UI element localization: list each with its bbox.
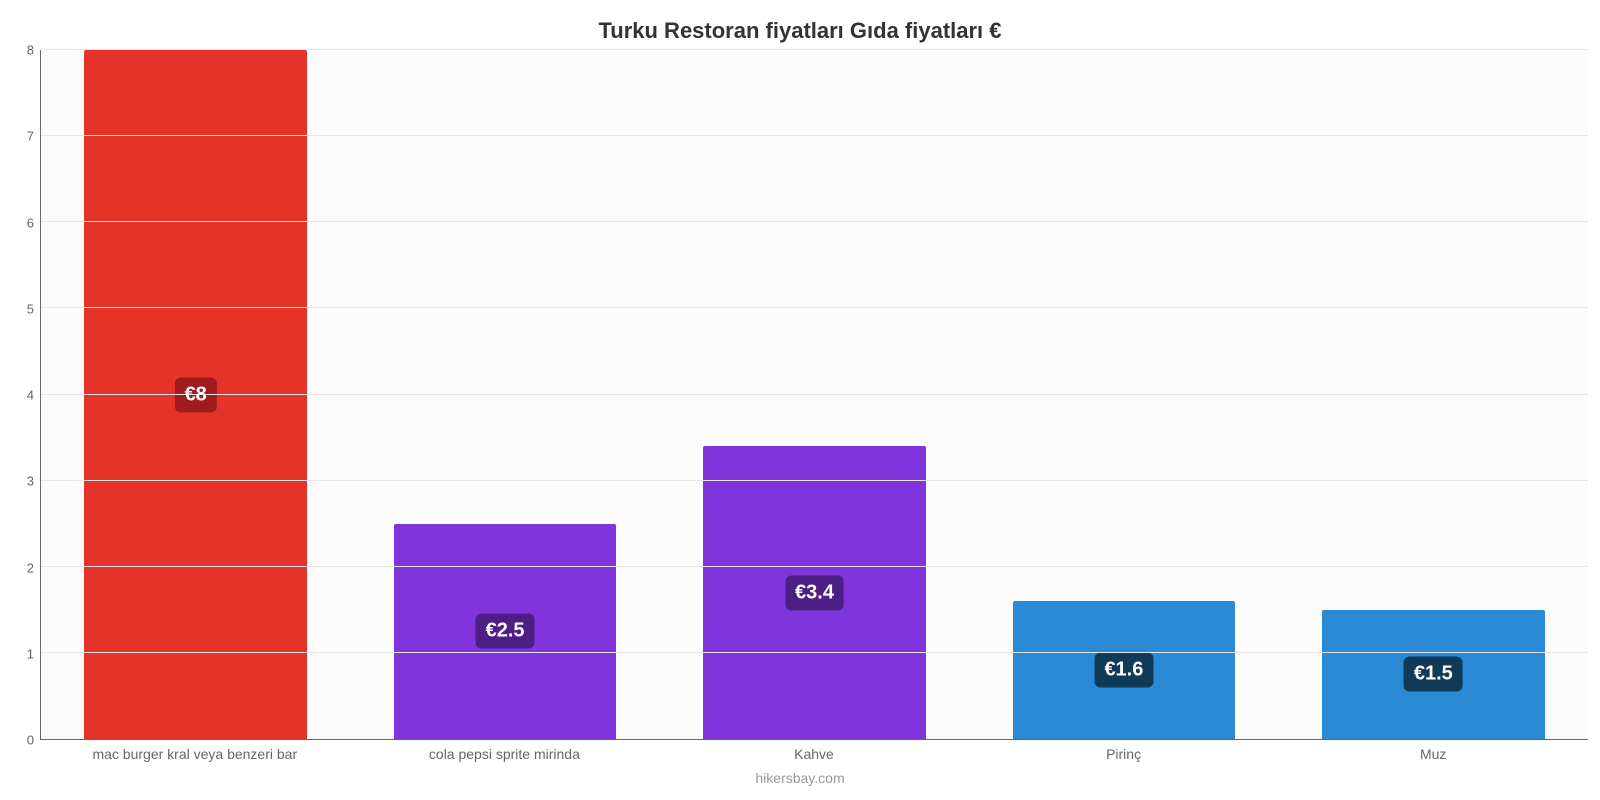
- price-bar-chart: Turku Restoran fiyatları Gıda fiyatları …: [0, 0, 1600, 800]
- y-tick-label: 0: [27, 733, 34, 748]
- x-axis-label: mac burger kral veya benzeri bar: [40, 740, 350, 762]
- y-tick-label: 7: [27, 129, 34, 144]
- x-axis-row: mac burger kral veya benzeri barcola pep…: [0, 740, 1600, 762]
- x-axis-label: Kahve: [659, 740, 969, 762]
- chart-title: Turku Restoran fiyatları Gıda fiyatları …: [0, 0, 1600, 50]
- value-badge: €2.5: [476, 614, 535, 649]
- bar: €3.4: [703, 446, 926, 739]
- grid-line: [41, 566, 1588, 567]
- chart-footer: hikersbay.com: [0, 762, 1600, 800]
- value-badge: €1.5: [1404, 657, 1463, 692]
- y-tick-label: 5: [27, 301, 34, 316]
- grid-line: [41, 480, 1588, 481]
- bar-slot: €3.4: [660, 50, 969, 739]
- y-tick-label: 1: [27, 646, 34, 661]
- bar: €2.5: [394, 524, 617, 739]
- x-axis-label: Muz: [1278, 740, 1588, 762]
- grid-line: [41, 394, 1588, 395]
- bar: €8: [84, 50, 307, 739]
- y-tick-label: 2: [27, 560, 34, 575]
- x-axis-spacer: [0, 740, 40, 762]
- value-badge: €1.6: [1094, 653, 1153, 688]
- y-tick-label: 6: [27, 215, 34, 230]
- bar-slot: €1.6: [969, 50, 1278, 739]
- value-badge: €8: [175, 377, 217, 412]
- grid-line: [41, 652, 1588, 653]
- bars-container: €8 €2.5 €3.4 €1.6 €1.5: [41, 50, 1588, 739]
- x-axis-label: cola pepsi sprite mirinda: [350, 740, 660, 762]
- grid-line: [41, 135, 1588, 136]
- plot-row: 012345678 €8€2.5€3.4€1.6€1.5: [0, 50, 1600, 740]
- bar-slot: €8: [41, 50, 350, 739]
- value-badge: €3.4: [785, 575, 844, 610]
- y-tick-label: 3: [27, 474, 34, 489]
- grid-line: [41, 49, 1588, 50]
- x-labels: mac burger kral veya benzeri barcola pep…: [40, 740, 1588, 762]
- grid-line: [41, 307, 1588, 308]
- grid-line: [41, 221, 1588, 222]
- y-axis: 012345678: [0, 50, 40, 740]
- plot-area: €8 €2.5 €3.4 €1.6 €1.5: [40, 50, 1588, 740]
- bar: €1.5: [1322, 610, 1545, 739]
- bar-slot: €1.5: [1279, 50, 1588, 739]
- y-tick-label: 4: [27, 388, 34, 403]
- bar-slot: €2.5: [350, 50, 659, 739]
- x-axis-label: Pirinç: [969, 740, 1279, 762]
- y-tick-label: 8: [27, 43, 34, 58]
- bar: €1.6: [1013, 601, 1236, 739]
